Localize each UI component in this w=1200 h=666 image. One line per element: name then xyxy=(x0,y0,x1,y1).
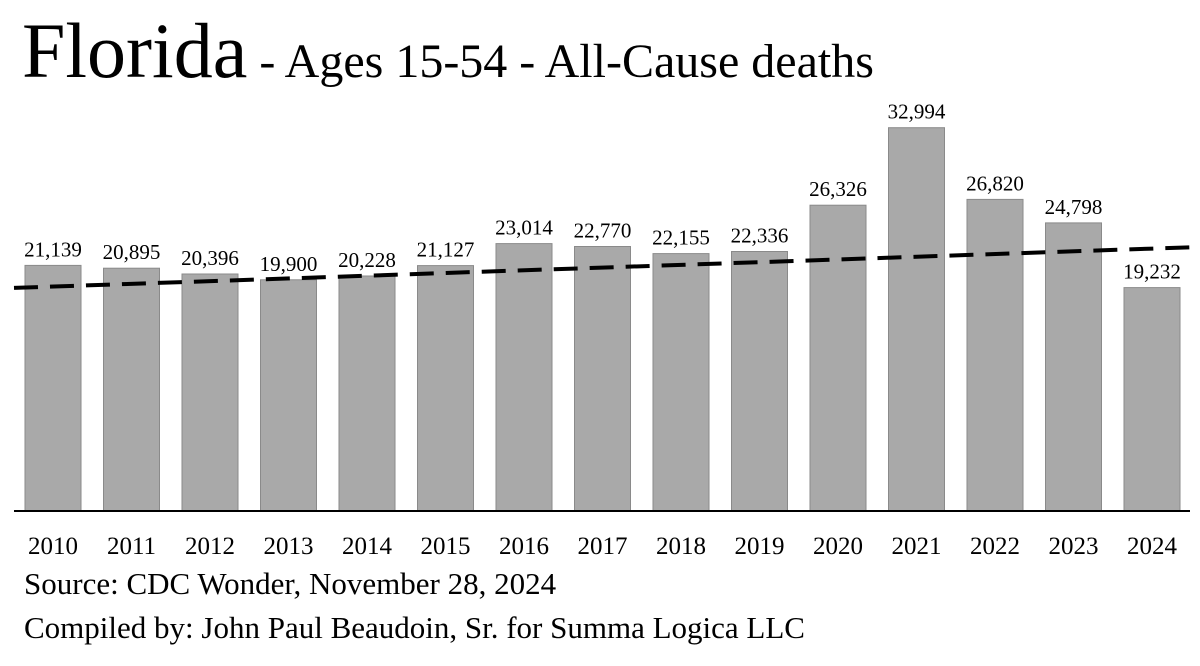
x-tick-label-2021: 2021 xyxy=(892,533,942,560)
x-tick-label-2023: 2023 xyxy=(1049,533,1099,560)
bar-2014 xyxy=(338,275,396,512)
value-label-2015: 21,127 xyxy=(417,238,475,262)
value-label-2013: 19,900 xyxy=(260,252,318,276)
value-label-2023: 24,798 xyxy=(1045,195,1103,219)
x-tick-label-2017: 2017 xyxy=(578,533,628,560)
value-label-2020: 26,326 xyxy=(809,177,867,201)
value-label-2010: 21,139 xyxy=(24,237,82,261)
bar-2024 xyxy=(1123,287,1181,512)
bar-2010 xyxy=(24,264,82,512)
trend-line xyxy=(13,245,1191,290)
credit-note: Compiled by: John Paul Beaudoin, Sr. for… xyxy=(24,610,805,645)
chart-title-main: Florida xyxy=(22,7,248,94)
x-tick-label-2020: 2020 xyxy=(813,533,863,560)
value-label-2019: 22,336 xyxy=(731,224,789,248)
x-tick-label-2024: 2024 xyxy=(1127,533,1178,560)
bar-2023 xyxy=(1045,222,1102,512)
x-tick-label-2016: 2016 xyxy=(499,533,549,560)
value-label-2011: 20,895 xyxy=(103,240,161,264)
bar-2018 xyxy=(652,253,710,512)
value-label-2014: 20,228 xyxy=(338,248,396,272)
source-note: Source: CDC Wonder, November 28, 2024 xyxy=(24,566,557,601)
x-tick-label-2010: 2010 xyxy=(28,533,78,560)
x-tick-label-2015: 2015 xyxy=(421,533,471,560)
bar-2016 xyxy=(495,243,553,512)
bar-2013 xyxy=(260,279,317,512)
x-tick-label-2014: 2014 xyxy=(342,533,393,560)
bar-2019 xyxy=(731,251,788,512)
value-label-2012: 20,396 xyxy=(181,246,239,270)
x-tick-label-2011: 2011 xyxy=(107,533,156,560)
x-tick-label-2019: 2019 xyxy=(735,533,785,560)
bar-2021 xyxy=(888,127,945,512)
x-tick-label-2022: 2022 xyxy=(970,533,1020,560)
value-label-2022: 26,820 xyxy=(966,171,1024,195)
value-label-2024: 19,232 xyxy=(1123,260,1181,284)
bar-2015 xyxy=(417,265,474,512)
value-label-2021: 32,994 xyxy=(888,100,946,124)
x-tick-label-2013: 2013 xyxy=(264,533,314,560)
value-label-2016: 23,014 xyxy=(495,216,553,240)
value-label-2018: 22,155 xyxy=(652,226,710,250)
x-tick-label-2012: 2012 xyxy=(185,533,235,560)
bar-2011 xyxy=(103,267,160,512)
bar-2017 xyxy=(574,246,631,512)
x-tick-label-2018: 2018 xyxy=(656,533,706,560)
bar-2020 xyxy=(809,204,867,512)
bar-2022 xyxy=(966,198,1024,512)
value-label-2017: 22,770 xyxy=(574,219,632,243)
chart-title-sub: - Ages 15-54 - All-Cause deaths xyxy=(247,35,874,88)
chart-title: Florida - Ages 15-54 - All-Cause deaths xyxy=(22,6,874,96)
bar-2012 xyxy=(181,273,239,512)
